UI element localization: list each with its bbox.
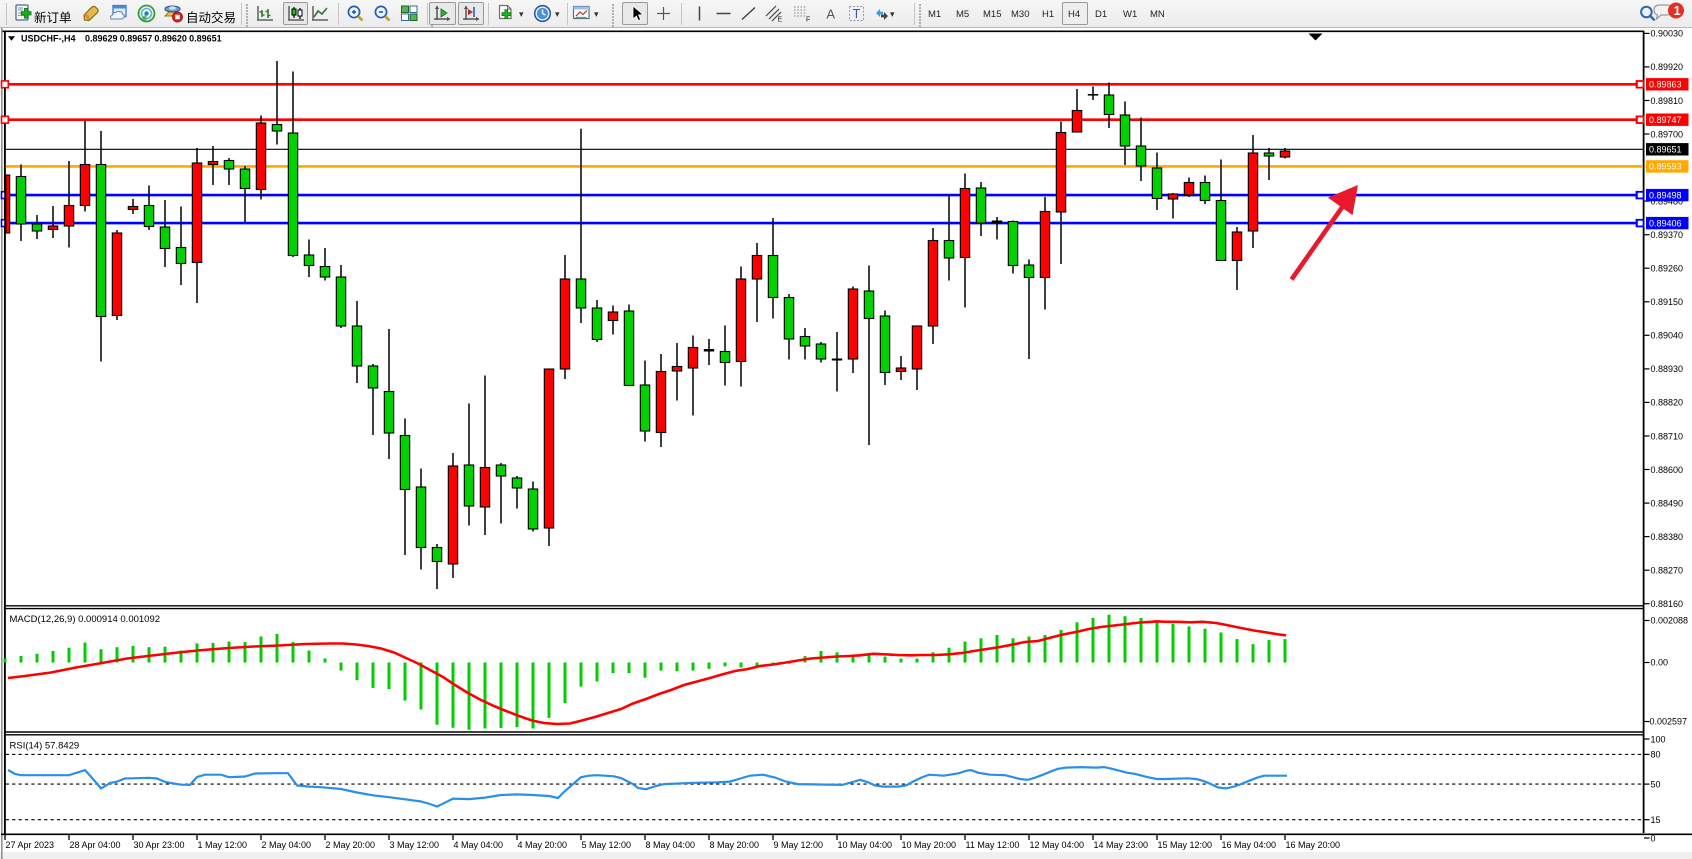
svg-text:0.89260: 0.89260 [1651,264,1684,274]
svg-text:10 May 20:00: 10 May 20:00 [902,840,957,850]
svg-text:10 May 04:00: 10 May 04:00 [838,840,893,850]
svg-text:80: 80 [1651,750,1661,760]
svg-text:16 May 04:00: 16 May 04:00 [1222,840,1277,850]
svg-text:0.89040: 0.89040 [1651,331,1684,341]
svg-text:2 May 04:00: 2 May 04:00 [262,840,312,850]
svg-text:0.89406: 0.89406 [1649,218,1682,228]
svg-text:9 May 12:00: 9 May 12:00 [774,840,824,850]
svg-text:8 May 20:00: 8 May 20:00 [710,840,760,850]
svg-text:0.88270: 0.88270 [1651,566,1684,576]
svg-text:3 May 12:00: 3 May 12:00 [390,840,440,850]
svg-text:0.89747: 0.89747 [1649,115,1682,125]
svg-text:0.89150: 0.89150 [1651,297,1684,307]
svg-text:0: 0 [1651,833,1656,843]
svg-text:8 May 04:00: 8 May 04:00 [646,840,696,850]
svg-text:0.88600: 0.88600 [1651,465,1684,475]
svg-text:0.90030: 0.90030 [1651,29,1684,39]
svg-text:E: E [778,17,783,24]
svg-text:0.88160: 0.88160 [1651,599,1684,609]
svg-text:4 May 20:00: 4 May 20:00 [518,840,568,850]
svg-text:15 May 12:00: 15 May 12:00 [1158,840,1213,850]
svg-text:0.89810: 0.89810 [1651,96,1684,106]
svg-text:4 May 04:00: 4 May 04:00 [454,840,504,850]
svg-text:0.002088: 0.002088 [1651,616,1689,626]
svg-text:50: 50 [1651,779,1661,789]
svg-text:0.88820: 0.88820 [1651,398,1684,408]
svg-text:0.89920: 0.89920 [1651,62,1684,72]
svg-text:11 May 12:00: 11 May 12:00 [966,840,1020,850]
svg-text:0.89370: 0.89370 [1651,230,1684,240]
svg-text:0.89700: 0.89700 [1651,129,1684,139]
svg-text:0.00: 0.00 [1651,658,1669,668]
svg-text:0.88930: 0.88930 [1651,364,1684,374]
svg-text:A: A [826,7,835,22]
svg-text:-0.002597: -0.002597 [1647,717,1688,727]
svg-text:5 May 12:00: 5 May 12:00 [582,840,632,850]
svg-text:27 Apr 2023: 27 Apr 2023 [6,840,55,850]
svg-text:12 May 04:00: 12 May 04:00 [1030,840,1085,850]
svg-text:F: F [806,17,810,24]
svg-text:0.89498: 0.89498 [1649,190,1682,200]
svg-text:0.89480: 0.89480 [1651,196,1684,206]
svg-text:RSI(14) 57.8429: RSI(14) 57.8429 [10,741,80,752]
svg-text:1 May 12:00: 1 May 12:00 [198,840,248,850]
svg-text:0.89651: 0.89651 [1649,145,1682,155]
svg-text:0.88380: 0.88380 [1651,532,1684,542]
svg-text:0.88710: 0.88710 [1651,431,1684,441]
svg-text:2 May 20:00: 2 May 20:00 [326,840,376,850]
svg-text:28 Apr 04:00: 28 Apr 04:00 [70,840,121,850]
svg-text:14 May 23:00: 14 May 23:00 [1094,840,1149,850]
svg-text:1: 1 [1674,4,1681,18]
svg-text:16 May 20:00: 16 May 20:00 [1286,840,1341,850]
svg-text:0.89593: 0.89593 [1649,162,1682,172]
svg-text:15: 15 [1651,815,1661,825]
svg-text:MACD(12,26,9) 0.000914 0.00109: MACD(12,26,9) 0.000914 0.001092 [10,614,161,625]
svg-text:100: 100 [1651,734,1666,744]
svg-text:30 Apr 23:00: 30 Apr 23:00 [134,840,185,850]
svg-text:0.89863: 0.89863 [1649,80,1682,90]
svg-text:0.88490: 0.88490 [1651,498,1684,508]
svg-text:T: T [853,7,861,21]
